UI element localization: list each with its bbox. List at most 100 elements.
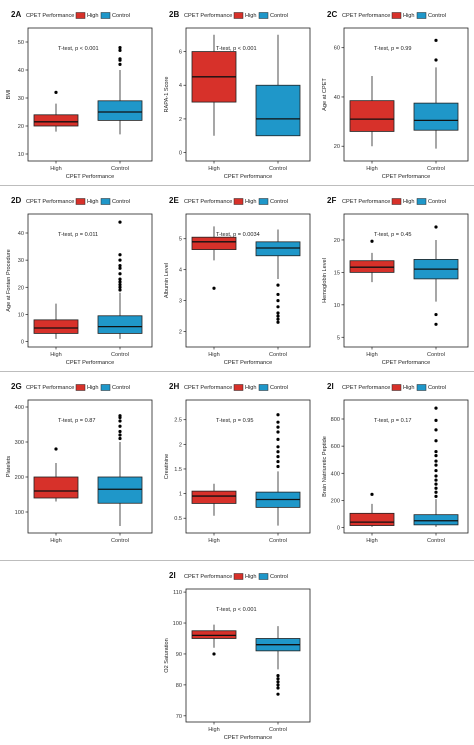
box-control <box>255 626 301 696</box>
test-annotation: T-test, p < 0.001 <box>58 46 99 52</box>
legend-label-high: High <box>87 385 99 391</box>
y-axis-label: Hemoglobin Level <box>322 258 328 303</box>
outlier-point <box>118 424 122 428</box>
box-iqr <box>349 100 395 132</box>
y-tick-label: 15 <box>334 270 340 276</box>
x-tick-label: High <box>50 352 62 358</box>
legend-swatch-control <box>258 12 269 19</box>
legend: CPET Performance High Control <box>342 12 446 19</box>
box-high <box>349 492 395 527</box>
legend-swatch-high <box>75 12 86 19</box>
y-tick-label: 100 <box>15 510 24 516</box>
y-tick-label: 70 <box>176 714 182 720</box>
boxplot-panel-2e: 2E CPET Performance High Control 2 3 4 5 Albumin… <box>164 196 311 366</box>
y-tick-label: 4 <box>179 83 182 89</box>
test-annotation: T-test, p < 0.001 <box>216 607 257 613</box>
y-tick-label: 30 <box>18 96 24 102</box>
y-tick-label: 20 <box>18 285 24 291</box>
x-tick-label: Control <box>111 538 129 544</box>
y-tick-label: 5 <box>337 335 340 341</box>
x-tick-label: High <box>208 727 220 733</box>
outlier-point <box>118 414 122 418</box>
legend-swatch-control <box>416 12 427 19</box>
box-control <box>97 414 143 526</box>
x-tick-label: Control <box>427 352 445 358</box>
legend-label-high: High <box>245 199 257 205</box>
legend-label-high: High <box>403 13 415 19</box>
legend-title: CPET Performance <box>342 385 390 391</box>
outlier-point <box>434 38 438 42</box>
outlier-point <box>276 425 280 429</box>
legend-label-control: Control <box>112 385 130 391</box>
boxplot-panel-2g: 2G CPET Performance High Control 100 200 300 40… <box>6 382 153 544</box>
y-axis-label: Albumin Level <box>164 263 170 298</box>
outlier-point <box>276 674 280 678</box>
y-tick-label: 200 <box>331 498 340 504</box>
y-tick-label: 90 <box>176 652 182 658</box>
legend-swatch-high <box>391 12 402 19</box>
outlier-point <box>276 299 280 303</box>
legend-title: CPET Performance <box>184 199 232 205</box>
y-tick-label: 10 <box>18 152 24 158</box>
outlier-point <box>276 686 280 690</box>
legend-label-control: Control <box>428 199 446 205</box>
outlier-point <box>276 317 280 321</box>
outlier-point <box>276 292 280 297</box>
outlier-point <box>276 464 280 469</box>
x-tick-label: High <box>208 352 220 358</box>
outlier-point <box>118 288 122 292</box>
legend-swatch-control <box>100 198 111 205</box>
outlier-point <box>434 454 438 458</box>
outlier-point <box>434 439 438 443</box>
outlier-point <box>276 437 280 442</box>
outlier-point <box>434 486 438 490</box>
y-tick-label: 600 <box>331 444 340 450</box>
y-tick-label: 40 <box>18 68 24 74</box>
box-control <box>413 406 459 527</box>
legend-swatch-control <box>100 384 111 391</box>
y-tick-label: 1 <box>179 492 182 498</box>
y-tick-label: 110 <box>173 590 182 596</box>
legend-swatch-control <box>258 384 269 391</box>
box-iqr <box>413 102 459 131</box>
outlier-point <box>434 312 438 317</box>
x-axis-label: CPET Performance <box>224 360 272 366</box>
legend-label-control: Control <box>270 574 288 580</box>
plot-frame <box>343 213 469 348</box>
legend-swatch-high <box>233 384 244 391</box>
test-annotation: T-test, p = 0.95 <box>216 418 253 424</box>
x-tick-label: High <box>50 166 62 172</box>
outlier-point <box>118 429 122 434</box>
panel-label: 2I <box>169 571 176 580</box>
legend-swatch-high <box>75 384 86 391</box>
x-axis-label: CPET Performance <box>224 174 272 180</box>
test-annotation: T-test, p = 0.99 <box>374 46 411 52</box>
x-axis-label: CPET Performance <box>382 174 430 180</box>
box-iqr <box>33 319 79 334</box>
legend-title: CPET Performance <box>342 199 390 205</box>
outlier-point <box>276 283 280 287</box>
outlier-point <box>118 280 122 284</box>
legend: CPET Performance High Control <box>26 12 130 19</box>
outlier-point <box>276 455 280 459</box>
y-tick-label: 2 <box>179 117 182 123</box>
y-tick-label: 400 <box>15 405 24 411</box>
box-iqr <box>97 100 143 121</box>
x-tick-label: Control <box>269 727 287 733</box>
legend-label-control: Control <box>112 13 130 19</box>
outlier-point <box>54 90 58 94</box>
y-tick-label: 60 <box>334 46 340 52</box>
y-tick-label: 20 <box>18 124 24 130</box>
y-axis-label: Brain Natriuretic Peptide <box>322 436 328 497</box>
outlier-point <box>276 430 280 434</box>
boxplot-panel-2i: 2I CPET Performance High Control 70 80 90 100 11… <box>164 571 311 741</box>
box-iqr <box>33 114 79 127</box>
legend: CPET Performance High Control <box>26 384 130 391</box>
plot-frame <box>185 213 311 348</box>
y-tick-label: 20 <box>334 238 340 244</box>
legend-label-high: High <box>403 385 415 391</box>
box-iqr <box>191 630 237 639</box>
box-iqr <box>191 490 237 504</box>
outlier-point <box>118 220 122 224</box>
y-tick-label: 10 <box>18 312 24 318</box>
